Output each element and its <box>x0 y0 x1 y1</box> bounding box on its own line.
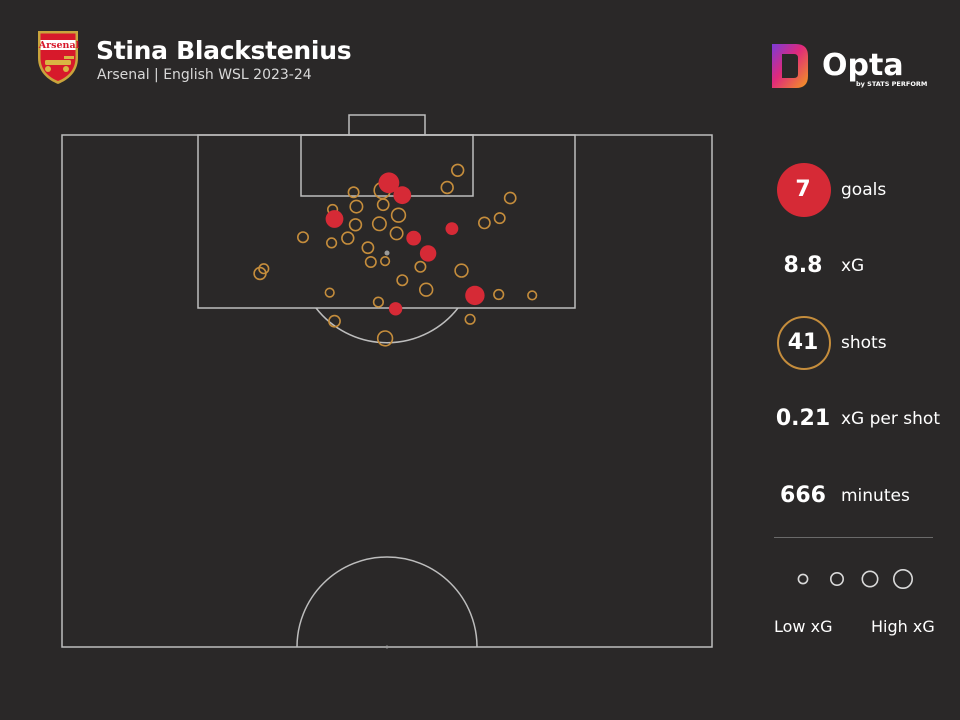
shot-marker <box>361 241 375 255</box>
shot-marker <box>493 288 505 301</box>
goal-marker <box>465 285 485 306</box>
shots-badge <box>777 316 831 370</box>
shot-marker <box>341 231 355 245</box>
shot-marker <box>324 287 335 298</box>
stat-shots: 41 shots <box>774 315 954 371</box>
goal-marker <box>419 245 437 262</box>
shots-value: 41 <box>787 330 819 355</box>
arsenal-crest-icon <box>38 31 78 84</box>
shot-marker <box>493 212 506 225</box>
goals-label: goals <box>841 180 887 200</box>
crest-text: Arsenal <box>38 40 80 51</box>
shots-label: shots <box>841 333 887 353</box>
shot-marker <box>390 207 407 223</box>
goals-badge <box>777 163 831 217</box>
goals-value: 7 <box>795 177 811 202</box>
shot-marker <box>440 180 454 195</box>
legend-high-label: High xG <box>871 617 935 636</box>
stat-xg: 8.8 xG <box>774 238 954 294</box>
shot-marker <box>364 255 377 268</box>
shot-marker <box>454 263 469 278</box>
centre-circle <box>296 556 478 648</box>
legend-marker <box>797 573 809 585</box>
legend-marker <box>829 572 844 586</box>
goal-marker <box>393 186 412 205</box>
minutes-value: 666 <box>780 483 826 508</box>
stats-divider <box>774 537 933 538</box>
shot-marker <box>258 263 270 275</box>
page-subtitle: Arsenal | English WSL 2023-24 <box>97 67 312 83</box>
shot-marker <box>371 216 387 232</box>
opta-wordmark: Opta <box>822 48 904 83</box>
shot-marker <box>451 163 465 178</box>
shot-marker <box>349 199 364 214</box>
goal-marker <box>325 210 344 228</box>
shot-marker <box>347 186 360 199</box>
xg-size-legend <box>797 569 914 589</box>
legend-low-label: Low xG <box>774 617 833 636</box>
shot-marker <box>503 191 517 205</box>
goal-marker <box>388 302 403 316</box>
shot-marker <box>477 216 491 230</box>
shot-marker <box>253 266 267 281</box>
page-title: Stina Blackstenius <box>96 36 352 65</box>
xg-value: 8.8 <box>783 253 823 278</box>
shot-marker <box>296 231 309 244</box>
shot-marker <box>326 237 338 249</box>
shot-marker <box>389 226 404 241</box>
shot-marker <box>348 218 363 232</box>
shot-marker <box>372 296 385 308</box>
legend-marker <box>861 570 879 588</box>
xg-per-shot-label: xG per shot <box>841 409 940 429</box>
minutes-label: minutes <box>841 486 910 506</box>
opta-logo: Opta by STATS PERFORM <box>772 44 927 88</box>
shot-marker <box>464 313 476 325</box>
goal-marker <box>378 172 400 194</box>
shot-marker <box>419 282 434 297</box>
shot-marker <box>414 260 427 273</box>
shot-marker <box>376 330 394 347</box>
stat-xg-per-shot: 0.21 xG per shot <box>774 391 954 447</box>
shot-marker <box>527 290 538 301</box>
stat-minutes: 666 minutes <box>774 468 954 524</box>
penalty-arc <box>315 307 459 344</box>
legend-marker <box>893 569 914 589</box>
centre-spot <box>385 645 389 649</box>
opta-byline: by STATS PERFORM <box>856 80 927 88</box>
shot-marker <box>380 256 391 267</box>
penalty-spot <box>384 250 390 256</box>
shot-marker <box>396 274 409 287</box>
shot-marker <box>376 198 390 212</box>
pitch-outline <box>61 134 713 648</box>
xg-per-shot-value: 0.21 <box>775 406 831 431</box>
stat-goals: 7 goals <box>774 162 954 218</box>
opta-mark-icon <box>772 44 808 88</box>
shot-marker <box>328 314 341 328</box>
goal-marker <box>406 230 422 246</box>
xg-label: xG <box>841 256 865 276</box>
goal <box>348 114 426 136</box>
goal-marker <box>445 222 459 236</box>
